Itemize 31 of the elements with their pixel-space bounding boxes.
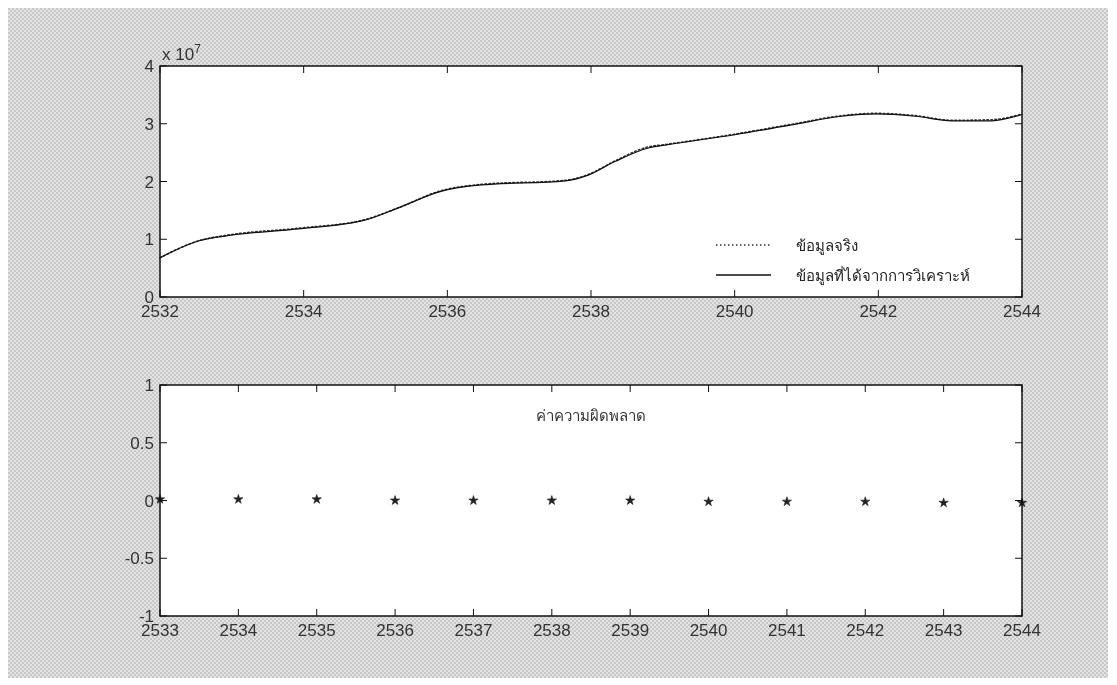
x-tick-label: 2542 [859, 302, 898, 321]
x-tick-label: 2535 [297, 621, 336, 640]
y-tick-label: 1 [144, 376, 154, 395]
x-tick-label: 2534 [284, 302, 323, 321]
text: ค่าความผิดพลาด [536, 407, 646, 424]
y-tick-label: -0.5 [124, 549, 154, 569]
x-tick-label: 2536 [376, 621, 414, 640]
x-tick-label: 2544 [1003, 621, 1041, 640]
x-tick-label: 2538 [572, 302, 610, 321]
x-tick-label: 2539 [611, 621, 650, 640]
x-tick-label: 2542 [846, 621, 885, 640]
y-tick-label: 0 [144, 491, 154, 511]
x-tick-label: 2541 [768, 621, 806, 640]
x-tick-label: 2538 [532, 621, 571, 640]
text: x 10$^{7}$ [162, 42, 202, 64]
x-tick-label: 2534 [219, 621, 258, 640]
y-tick-label: 0.5 [130, 433, 154, 453]
legend-label: ข้อมูลจริง [796, 237, 858, 255]
x-tick-label: 2540 [689, 621, 728, 640]
x-tick-label: 2544 [1003, 302, 1041, 321]
x-tick-label: 2543 [924, 621, 963, 640]
x-tick-label: 2532 [141, 302, 179, 321]
x-tick-label: 2536 [428, 302, 467, 321]
x-tick-label: 2537 [454, 621, 493, 640]
y-tick-label: 3 [144, 114, 154, 134]
y-tick-label: 4 [144, 57, 154, 76]
y-tick-label: 1 [144, 230, 154, 250]
x-tick-label: 2540 [715, 302, 754, 321]
x-tick-label: 2533 [141, 621, 179, 640]
legend-label: ข้อมูลที่ได้จากการวิเคราะห์ [796, 265, 970, 285]
y-tick-label: 2 [144, 172, 154, 192]
